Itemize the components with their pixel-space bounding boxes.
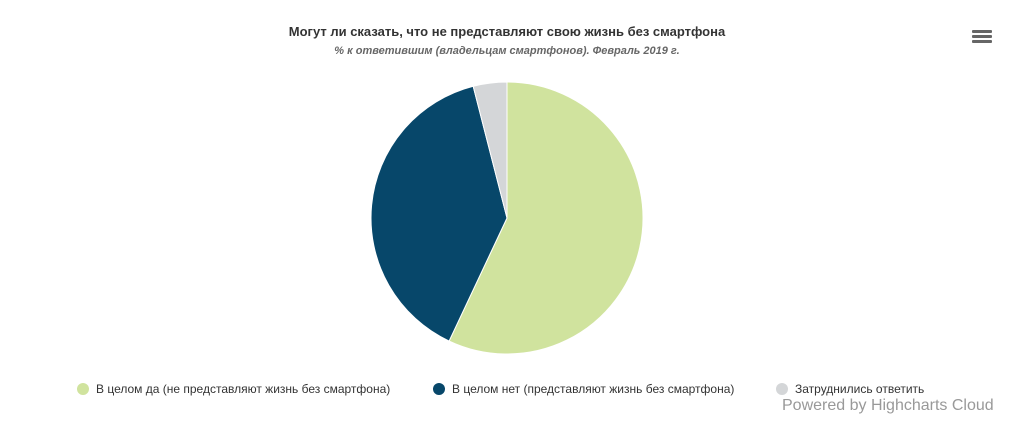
chart-title: Могут ли сказать, что не представляют св… [288, 24, 726, 39]
hamburger-menu-icon[interactable] [972, 30, 992, 46]
legend-label: В целом да (не представляют жизнь без см… [96, 382, 391, 396]
legend-marker-icon [776, 383, 788, 395]
legend-item-no[interactable]: В целом нет (представляют жизнь без смар… [433, 382, 734, 396]
legend-item-undecided[interactable]: Затруднились ответить [776, 382, 924, 396]
pie-slice-no[interactable] [370, 85, 508, 342]
legend-marker-icon [433, 383, 445, 395]
chart-subtitle: % к ответившим (владельцам смартфонов). … [334, 45, 680, 57]
pie-slice-undecided[interactable] [472, 81, 508, 219]
legend-label: Затруднились ответить [795, 382, 925, 396]
pie-slice-yes[interactable] [448, 81, 644, 355]
legend-marker-icon [77, 383, 89, 395]
credits-link[interactable]: Powered by Highcharts Cloud [782, 397, 994, 414]
legend-item-yes[interactable]: В целом да (не представляют жизнь без см… [77, 382, 390, 396]
legend-label: В целом нет (представляют жизнь без смар… [452, 382, 735, 396]
